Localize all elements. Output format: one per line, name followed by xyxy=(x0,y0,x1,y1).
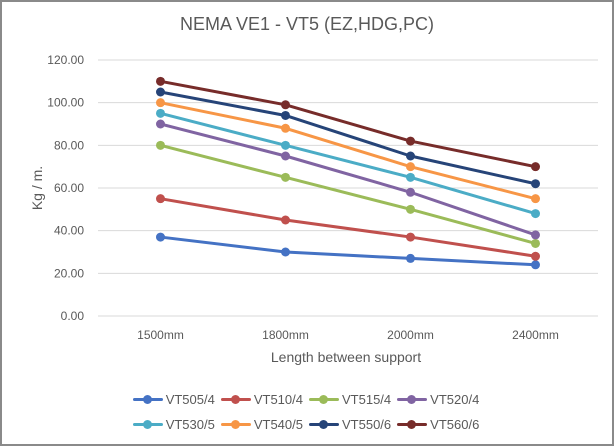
legend-label: VT560/6 xyxy=(430,417,480,432)
data-point xyxy=(531,179,540,189)
legend-marker-icon xyxy=(308,394,340,405)
data-point xyxy=(531,251,540,261)
y-tick-label: 40.00 xyxy=(54,224,84,238)
data-point xyxy=(281,247,290,257)
legend-marker-icon xyxy=(132,394,164,405)
legend-item: VT540/5 xyxy=(220,417,303,432)
data-point xyxy=(531,209,540,219)
series-vt505-4 xyxy=(156,232,540,270)
y-axis-title: Kg / m. xyxy=(29,166,45,210)
legend-label: VT540/5 xyxy=(253,417,303,432)
data-point xyxy=(531,162,540,172)
series-line xyxy=(159,197,537,258)
data-point xyxy=(406,253,415,263)
legend-item: VT550/6 xyxy=(308,417,391,432)
series-line xyxy=(159,90,537,186)
series-vt515-4 xyxy=(156,140,540,248)
legend-item: VT510/4 xyxy=(220,392,303,407)
data-point xyxy=(406,172,415,182)
legend-label: VT505/4 xyxy=(165,392,215,407)
series-vt530-5 xyxy=(156,108,540,219)
y-tick-label: 120.00 xyxy=(47,53,84,67)
data-point xyxy=(281,172,290,182)
chart-title: NEMA VE1 - VT5 (EZ,HDG,PC) xyxy=(179,14,435,34)
x-tick-label: 1500mm xyxy=(137,328,184,342)
data-point xyxy=(156,232,165,242)
series-line xyxy=(159,111,537,216)
series-line xyxy=(159,122,537,237)
x-axis-title: Length between support xyxy=(271,349,421,365)
legend-item: VT520/4 xyxy=(396,392,479,407)
legend-marker-icon xyxy=(396,419,428,430)
data-point xyxy=(406,162,415,172)
legend-marker-icon xyxy=(220,394,252,405)
series-vt550-6 xyxy=(156,87,540,189)
x-tick-label: 1800mm xyxy=(262,328,309,342)
legend-item: VT560/6 xyxy=(396,417,479,432)
series-vt540-5 xyxy=(156,98,540,204)
legend-marker-icon xyxy=(308,419,340,430)
data-point xyxy=(531,230,540,240)
data-point xyxy=(406,151,415,161)
data-point xyxy=(406,204,415,214)
legend-marker-icon xyxy=(220,419,252,430)
x-tick-label: 2000mm xyxy=(387,328,434,342)
legend-label: VT515/4 xyxy=(342,392,392,407)
legend-item: VT530/5 xyxy=(132,417,215,432)
data-point xyxy=(531,238,540,248)
data-point xyxy=(281,215,290,225)
x-axis-ticks: 1500mm 1800mm 2000mm 2400mm xyxy=(137,328,559,342)
series-group xyxy=(156,76,540,270)
series-line xyxy=(159,235,537,267)
y-tick-label: 60.00 xyxy=(54,181,84,195)
series-line xyxy=(159,79,537,169)
legend-marker-icon xyxy=(132,419,164,430)
legend-label: VT530/5 xyxy=(165,417,215,432)
y-tick-label: 100.00 xyxy=(47,96,84,110)
data-point xyxy=(406,136,415,146)
x-tick-label: 2400mm xyxy=(512,328,559,342)
legend-row-1: VT505/4 VT510/4 VT515/4 VT520/4 xyxy=(2,392,612,407)
data-point xyxy=(156,98,165,108)
data-point xyxy=(281,100,290,110)
legend-marker-icon xyxy=(396,394,428,405)
series-line xyxy=(159,101,537,201)
legend-label: VT550/6 xyxy=(342,417,392,432)
series-line xyxy=(159,143,537,245)
data-point xyxy=(156,108,165,118)
y-tick-label: 80.00 xyxy=(54,138,84,152)
legend-row-2: VT530/5 VT540/5 VT550/6 VT560/6 xyxy=(2,417,612,432)
gridlines xyxy=(98,59,598,317)
y-tick-label: 20.00 xyxy=(54,266,84,280)
data-point xyxy=(281,110,290,120)
legend-item: VT515/4 xyxy=(308,392,391,407)
y-tick-label: 0.00 xyxy=(61,309,85,323)
data-point xyxy=(156,140,165,150)
y-axis-ticks: 0.00 20.00 40.00 60.00 80.00 100.00 120.00 xyxy=(47,53,84,323)
data-point xyxy=(156,76,165,86)
series-vt560-6 xyxy=(156,76,540,172)
legend-item: VT505/4 xyxy=(132,392,215,407)
data-point xyxy=(531,260,540,270)
data-point xyxy=(281,140,290,150)
data-point xyxy=(156,87,165,97)
legend-label: VT510/4 xyxy=(253,392,303,407)
data-point xyxy=(406,232,415,242)
series-vt510-4 xyxy=(156,194,540,261)
data-point xyxy=(281,151,290,161)
legend-label: VT520/4 xyxy=(430,392,480,407)
data-point xyxy=(531,194,540,204)
data-point xyxy=(156,194,165,204)
series-vt520-4 xyxy=(156,119,540,240)
data-point xyxy=(156,119,165,129)
data-point xyxy=(281,123,290,133)
data-point xyxy=(406,187,415,197)
